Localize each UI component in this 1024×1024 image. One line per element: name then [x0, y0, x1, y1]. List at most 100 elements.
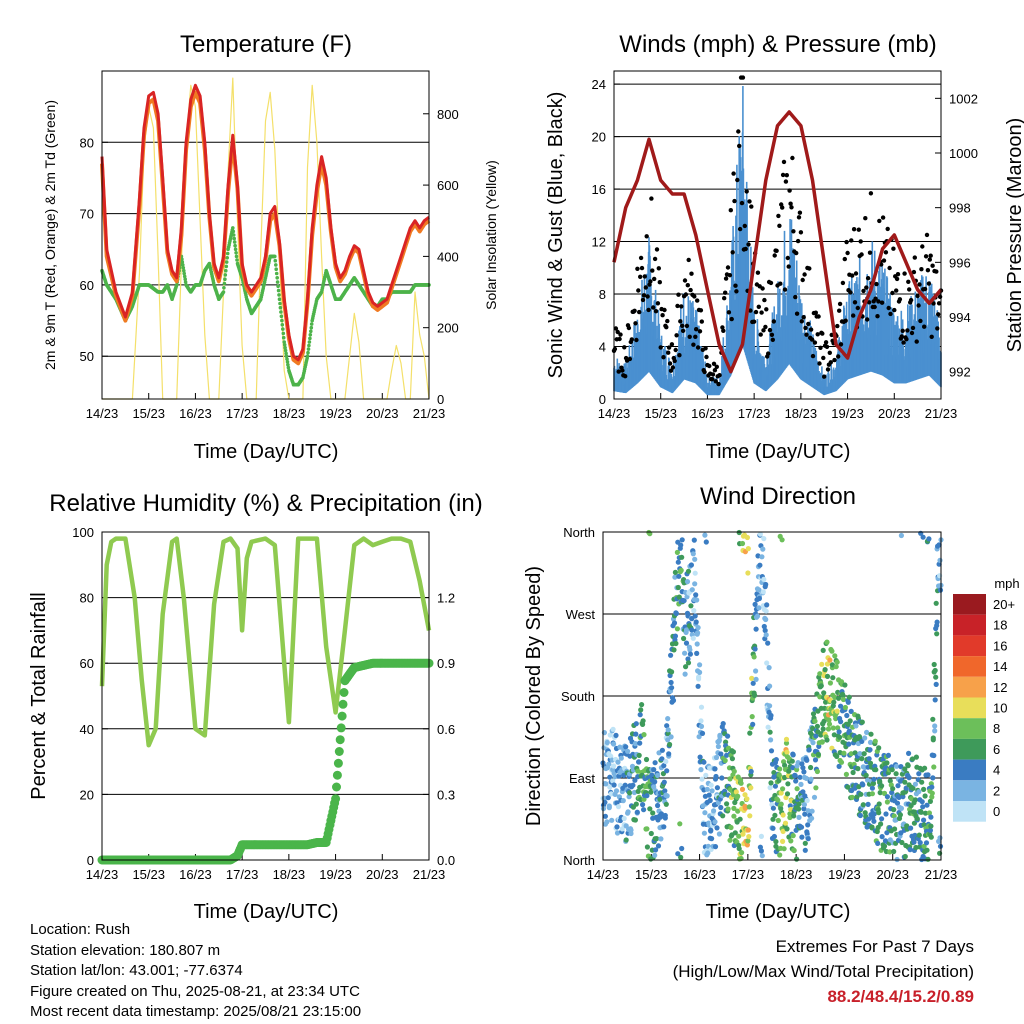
- gust-point: [820, 331, 825, 336]
- direction-point: [671, 620, 678, 626]
- gust-point: [935, 326, 940, 331]
- sonic-wind-series: [613, 86, 942, 396]
- direction-point: [781, 846, 787, 852]
- direction-point: [698, 718, 704, 724]
- direction-point: [672, 633, 679, 639]
- gust-point: [626, 325, 632, 331]
- direction-point: [744, 534, 751, 541]
- gust-point: [615, 329, 620, 335]
- gust-point: [832, 357, 837, 363]
- direction-point: [605, 795, 611, 801]
- direction-point: [799, 834, 805, 840]
- gust-point: [868, 191, 874, 196]
- gust-point: [861, 288, 866, 294]
- direction-point: [884, 794, 891, 800]
- humidity-xlabel: Time (Day/UTC): [194, 901, 339, 923]
- direction-point: [797, 774, 803, 780]
- gust-point: [734, 289, 739, 294]
- direction-point: [658, 811, 665, 817]
- gust-point: [674, 333, 679, 338]
- humidity-ytick-label: 80: [80, 591, 94, 606]
- gust-point: [767, 327, 773, 333]
- direction-point: [912, 809, 918, 815]
- wind-direction-plot-frame: [602, 531, 942, 861]
- gust-point: [666, 345, 672, 350]
- direction-point: [834, 659, 840, 665]
- direction-point: [809, 808, 815, 814]
- direction-point: [753, 626, 759, 632]
- gust-point: [769, 332, 775, 337]
- direction-point: [753, 676, 759, 683]
- direction-point: [687, 647, 693, 653]
- direction-point: [759, 554, 765, 560]
- dewpoint-point: [224, 260, 229, 264]
- winds-xtick-label: 16/23: [691, 406, 724, 421]
- direction-point: [824, 737, 830, 743]
- direction-point: [814, 723, 821, 729]
- direction-point: [784, 791, 791, 797]
- gust-point: [876, 299, 881, 304]
- dewpoint-point: [225, 251, 230, 256]
- direction-point: [712, 844, 719, 850]
- direction-point: [691, 608, 697, 614]
- direction-point: [647, 806, 653, 812]
- direction-point: [922, 765, 928, 771]
- direction-point: [868, 731, 874, 737]
- direction-point: [933, 681, 939, 688]
- direction-point: [610, 778, 616, 784]
- gust-point: [637, 309, 642, 315]
- direction-point: [732, 830, 738, 836]
- gust-point: [911, 269, 917, 275]
- gust-point: [687, 334, 692, 339]
- direction-point: [775, 797, 781, 803]
- direction-point: [665, 737, 671, 743]
- direction-point: [712, 819, 718, 825]
- direction-point: [703, 772, 709, 779]
- direction-point: [929, 790, 935, 796]
- direction-point: [614, 824, 620, 830]
- direction-point: [898, 764, 904, 770]
- rainfall-point: [333, 758, 343, 768]
- humidity-ytick-label: 0: [87, 853, 94, 868]
- direction-point: [746, 804, 752, 810]
- gust-point: [650, 268, 655, 273]
- gust-point: [682, 278, 688, 283]
- direction-point: [682, 671, 688, 677]
- gust-point: [818, 345, 823, 350]
- direction-point: [838, 759, 845, 765]
- direction-point: [849, 794, 855, 801]
- legend-swatch: [953, 656, 986, 677]
- direction-point: [707, 797, 713, 804]
- gust-point: [907, 287, 912, 292]
- gust-point: [835, 323, 840, 329]
- direction-point: [919, 779, 925, 785]
- dewpoint-point: [285, 357, 289, 361]
- gust-point: [865, 276, 871, 281]
- dewpoint-point: [309, 325, 314, 330]
- direction-point: [693, 619, 699, 625]
- direction-point: [657, 796, 663, 802]
- direction-point: [714, 825, 720, 831]
- direction-point: [916, 771, 922, 777]
- direction-point: [694, 641, 700, 647]
- gust-point: [766, 351, 771, 356]
- direction-point: [809, 815, 815, 821]
- humidity-precip-panel: Relative Humidity (%) & Precipitation (i…: [28, 490, 483, 923]
- gust-point: [795, 238, 801, 244]
- direction-point: [649, 772, 655, 778]
- direction-point: [768, 712, 774, 719]
- direction-point: [927, 827, 934, 834]
- direction-point: [895, 783, 901, 789]
- direction-point: [884, 799, 891, 805]
- gust-point: [709, 377, 715, 382]
- direction-point: [655, 772, 661, 779]
- gust-point: [923, 254, 929, 259]
- gust-point: [632, 308, 637, 313]
- winds-ytick-label: 24: [592, 77, 606, 92]
- direction-point: [644, 793, 650, 799]
- gust-point: [796, 215, 802, 220]
- direction-point: [770, 805, 777, 811]
- direction-point: [748, 768, 754, 775]
- gust-point: [733, 283, 738, 288]
- direction-point: [625, 748, 631, 754]
